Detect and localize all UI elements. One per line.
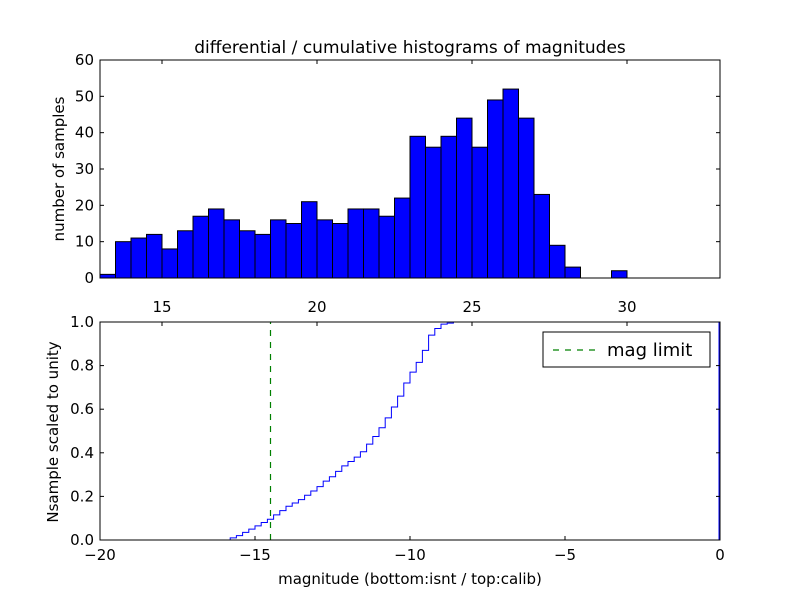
histogram-bar	[285, 223, 302, 279]
cumulative-step-line	[100, 321, 720, 541]
x-tick-label: 0	[715, 546, 725, 564]
histogram-bar	[518, 117, 535, 279]
secondary-x-tick-label: 30	[617, 298, 636, 316]
x-tick-label: −15	[239, 546, 271, 564]
y-tick-label: 20	[75, 196, 94, 214]
histogram-bar	[239, 230, 256, 279]
histogram-bar	[254, 233, 271, 279]
histogram-bar	[611, 270, 628, 279]
histogram-bar	[130, 237, 147, 279]
y-tick-label: 40	[75, 124, 94, 142]
top-histogram-panel: differential / cumulative histograms of …	[50, 38, 721, 287]
histogram-bar	[223, 219, 240, 279]
x-tick-label: −20	[84, 546, 116, 564]
y-tick-label: 30	[75, 160, 94, 178]
histogram-bar	[394, 197, 411, 279]
legend-mag-limit-label: mag limit	[607, 340, 692, 361]
bottom-x-axis-label: magnitude (bottom:isnt / top:calib)	[278, 570, 542, 588]
histogram-bar	[332, 223, 349, 279]
y-tick-label: 0.0	[70, 531, 94, 549]
histogram-bar	[146, 233, 163, 279]
top-axis-ticks: 0 10 20 30 40 50 60	[75, 51, 720, 287]
top-y-axis-label: number of samples	[50, 96, 68, 241]
histogram-bar	[115, 241, 132, 279]
histogram-bar	[549, 244, 566, 279]
bottom-axis-ticks: 0.0 0.2 0.4 0.6 0.8 1.0 −20 −15 −10 −5 0 15 20 25 30	[70, 298, 725, 564]
y-tick-label: 0.6	[70, 400, 94, 418]
histogram-bar	[533, 193, 550, 279]
histogram-bar	[487, 99, 504, 279]
histogram-bar	[301, 201, 318, 279]
histogram-bars	[99, 88, 628, 279]
histogram-bar	[409, 135, 426, 279]
bottom-cumulative-panel: 0.0 0.2 0.4 0.6 0.8 1.0 −20 −15 −10 −5 0 15 20 25 30 N…	[44, 298, 725, 588]
histogram-bar	[192, 215, 209, 279]
histogram-bar	[347, 208, 364, 279]
y-tick-label: 10	[75, 233, 94, 251]
x-tick-label: −5	[554, 546, 576, 564]
y-tick-label: 50	[75, 87, 94, 105]
histogram-bar	[177, 230, 194, 279]
x-tick-label: −10	[394, 546, 426, 564]
secondary-x-tick-label: 25	[462, 298, 481, 316]
cumulative-plot-lines	[100, 321, 720, 541]
chart-title: differential / cumulative histograms of …	[194, 38, 626, 58]
histogram-bar	[270, 219, 287, 279]
secondary-x-tick-label: 20	[307, 298, 326, 316]
histogram-bar	[502, 88, 519, 279]
histogram-bar	[440, 135, 457, 279]
histogram-bar	[161, 248, 178, 279]
y-tick-label: 60	[75, 51, 94, 69]
histogram-bar	[425, 146, 442, 279]
y-tick-label: 0.4	[70, 444, 94, 462]
y-tick-label: 0.2	[70, 487, 94, 505]
bottom-y-axis-label: Nsample scaled to unity	[44, 341, 62, 522]
histogram-bar	[99, 273, 116, 279]
histogram-bar	[208, 208, 225, 279]
y-tick-label: 0.8	[70, 357, 94, 375]
y-tick-label: 1.0	[70, 313, 94, 331]
histogram-bar	[456, 117, 473, 279]
y-tick-label: 0	[84, 269, 94, 287]
histogram-bar	[564, 266, 581, 279]
histogram-bar	[378, 215, 395, 279]
histogram-bar	[316, 219, 333, 279]
histogram-bar	[363, 208, 380, 279]
secondary-x-tick-label: 15	[152, 298, 171, 316]
legend: mag limit	[542, 331, 711, 368]
histogram-bar	[471, 146, 488, 279]
